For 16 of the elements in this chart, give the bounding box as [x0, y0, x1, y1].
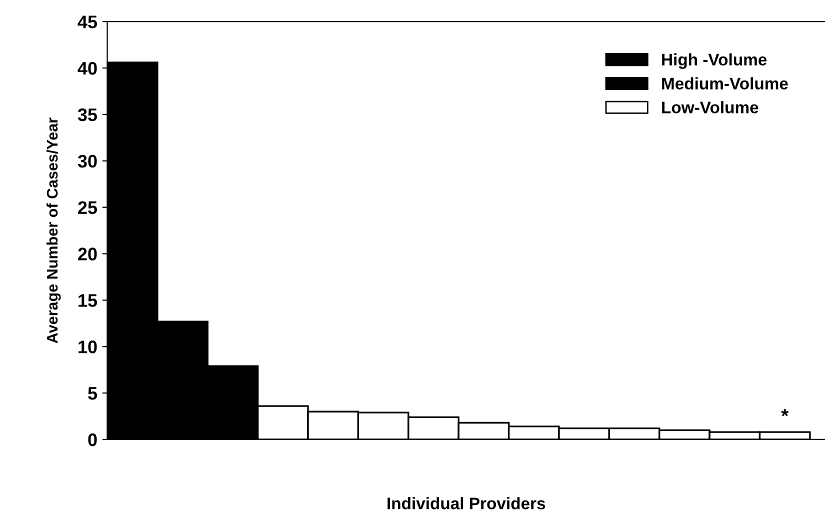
y-tick-label: 10: [78, 340, 97, 354]
y-tick-label: 30: [78, 154, 97, 168]
y-tick-label: 20: [78, 248, 97, 260]
y-tick-label: 25: [78, 201, 98, 214]
y-tick-label: 40: [78, 62, 97, 75]
y-tick-label: 5: [88, 387, 98, 400]
legend-label: Low-Volume: [662, 101, 758, 114]
y-tick-label: 15: [78, 294, 98, 307]
legend-label: High -Volume: [662, 53, 767, 69]
y-tick-label: 45: [78, 16, 98, 28]
y-axis-title: Average Number of Cases/Year: [46, 118, 61, 344]
y-tick-label: 35: [78, 108, 98, 122]
annotation: *: [781, 409, 789, 416]
legend-label: Medium-Volume: [662, 77, 788, 90]
y-tick-label: 0: [88, 433, 97, 446]
x-axis-title: Individual Providers: [388, 497, 546, 510]
